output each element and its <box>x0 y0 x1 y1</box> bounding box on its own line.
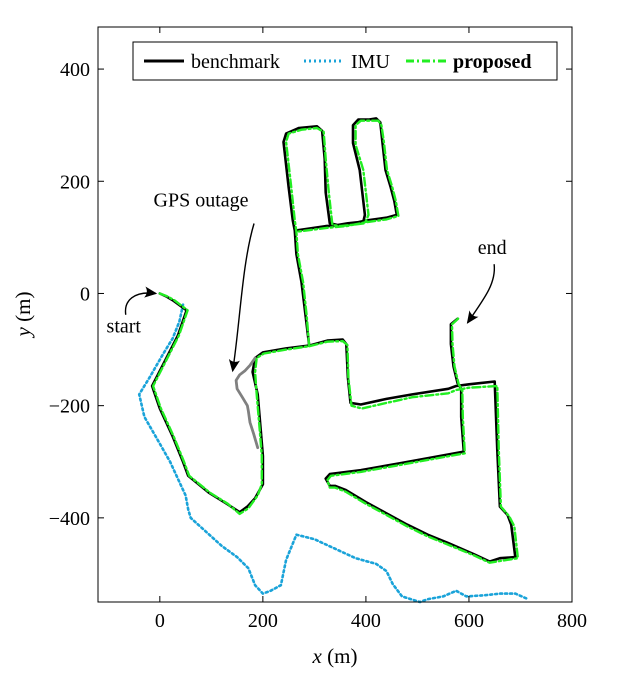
legend-label-imu: IMU <box>351 51 390 73</box>
annotation-start: start <box>107 316 142 338</box>
x-tick-label: 800 <box>557 610 587 632</box>
series-proposed-north-branch <box>284 119 400 348</box>
y-tick-label: 0 <box>80 283 90 305</box>
annotation-gps-outage: GPS outage <box>154 190 249 212</box>
x-tick-label: 600 <box>454 610 484 632</box>
gps-outage-arrow <box>228 223 255 373</box>
legend-label-benchmark: benchmark <box>191 51 280 73</box>
series-imu-line <box>137 303 530 604</box>
legend-label-proposed: proposed <box>453 51 532 73</box>
legend-box <box>132 41 558 81</box>
y-tick-label: 200 <box>60 171 90 193</box>
y-tick-label: 400 <box>60 59 90 81</box>
x-tick-label: 400 <box>351 610 381 632</box>
series-benchmark-north-branch <box>282 117 399 347</box>
y-axis-label: y (m) <box>11 292 35 339</box>
start-arrow <box>124 286 158 315</box>
legend: benchmark IMU proposed <box>132 41 558 81</box>
plot-frame <box>97 26 573 603</box>
gps-outage-segment <box>234 356 260 450</box>
series-benchmark-line <box>150 292 517 563</box>
annotation-end: end <box>478 237 507 259</box>
x-tick-label: 0 <box>155 610 165 632</box>
end-arrow <box>466 264 496 324</box>
x-axis-label: x (m) <box>312 644 358 668</box>
series-proposed-line <box>151 292 520 564</box>
y-tick-label: −200 <box>49 396 90 418</box>
y-tick-label: −400 <box>49 508 90 530</box>
x-tick-label: 200 <box>248 610 278 632</box>
